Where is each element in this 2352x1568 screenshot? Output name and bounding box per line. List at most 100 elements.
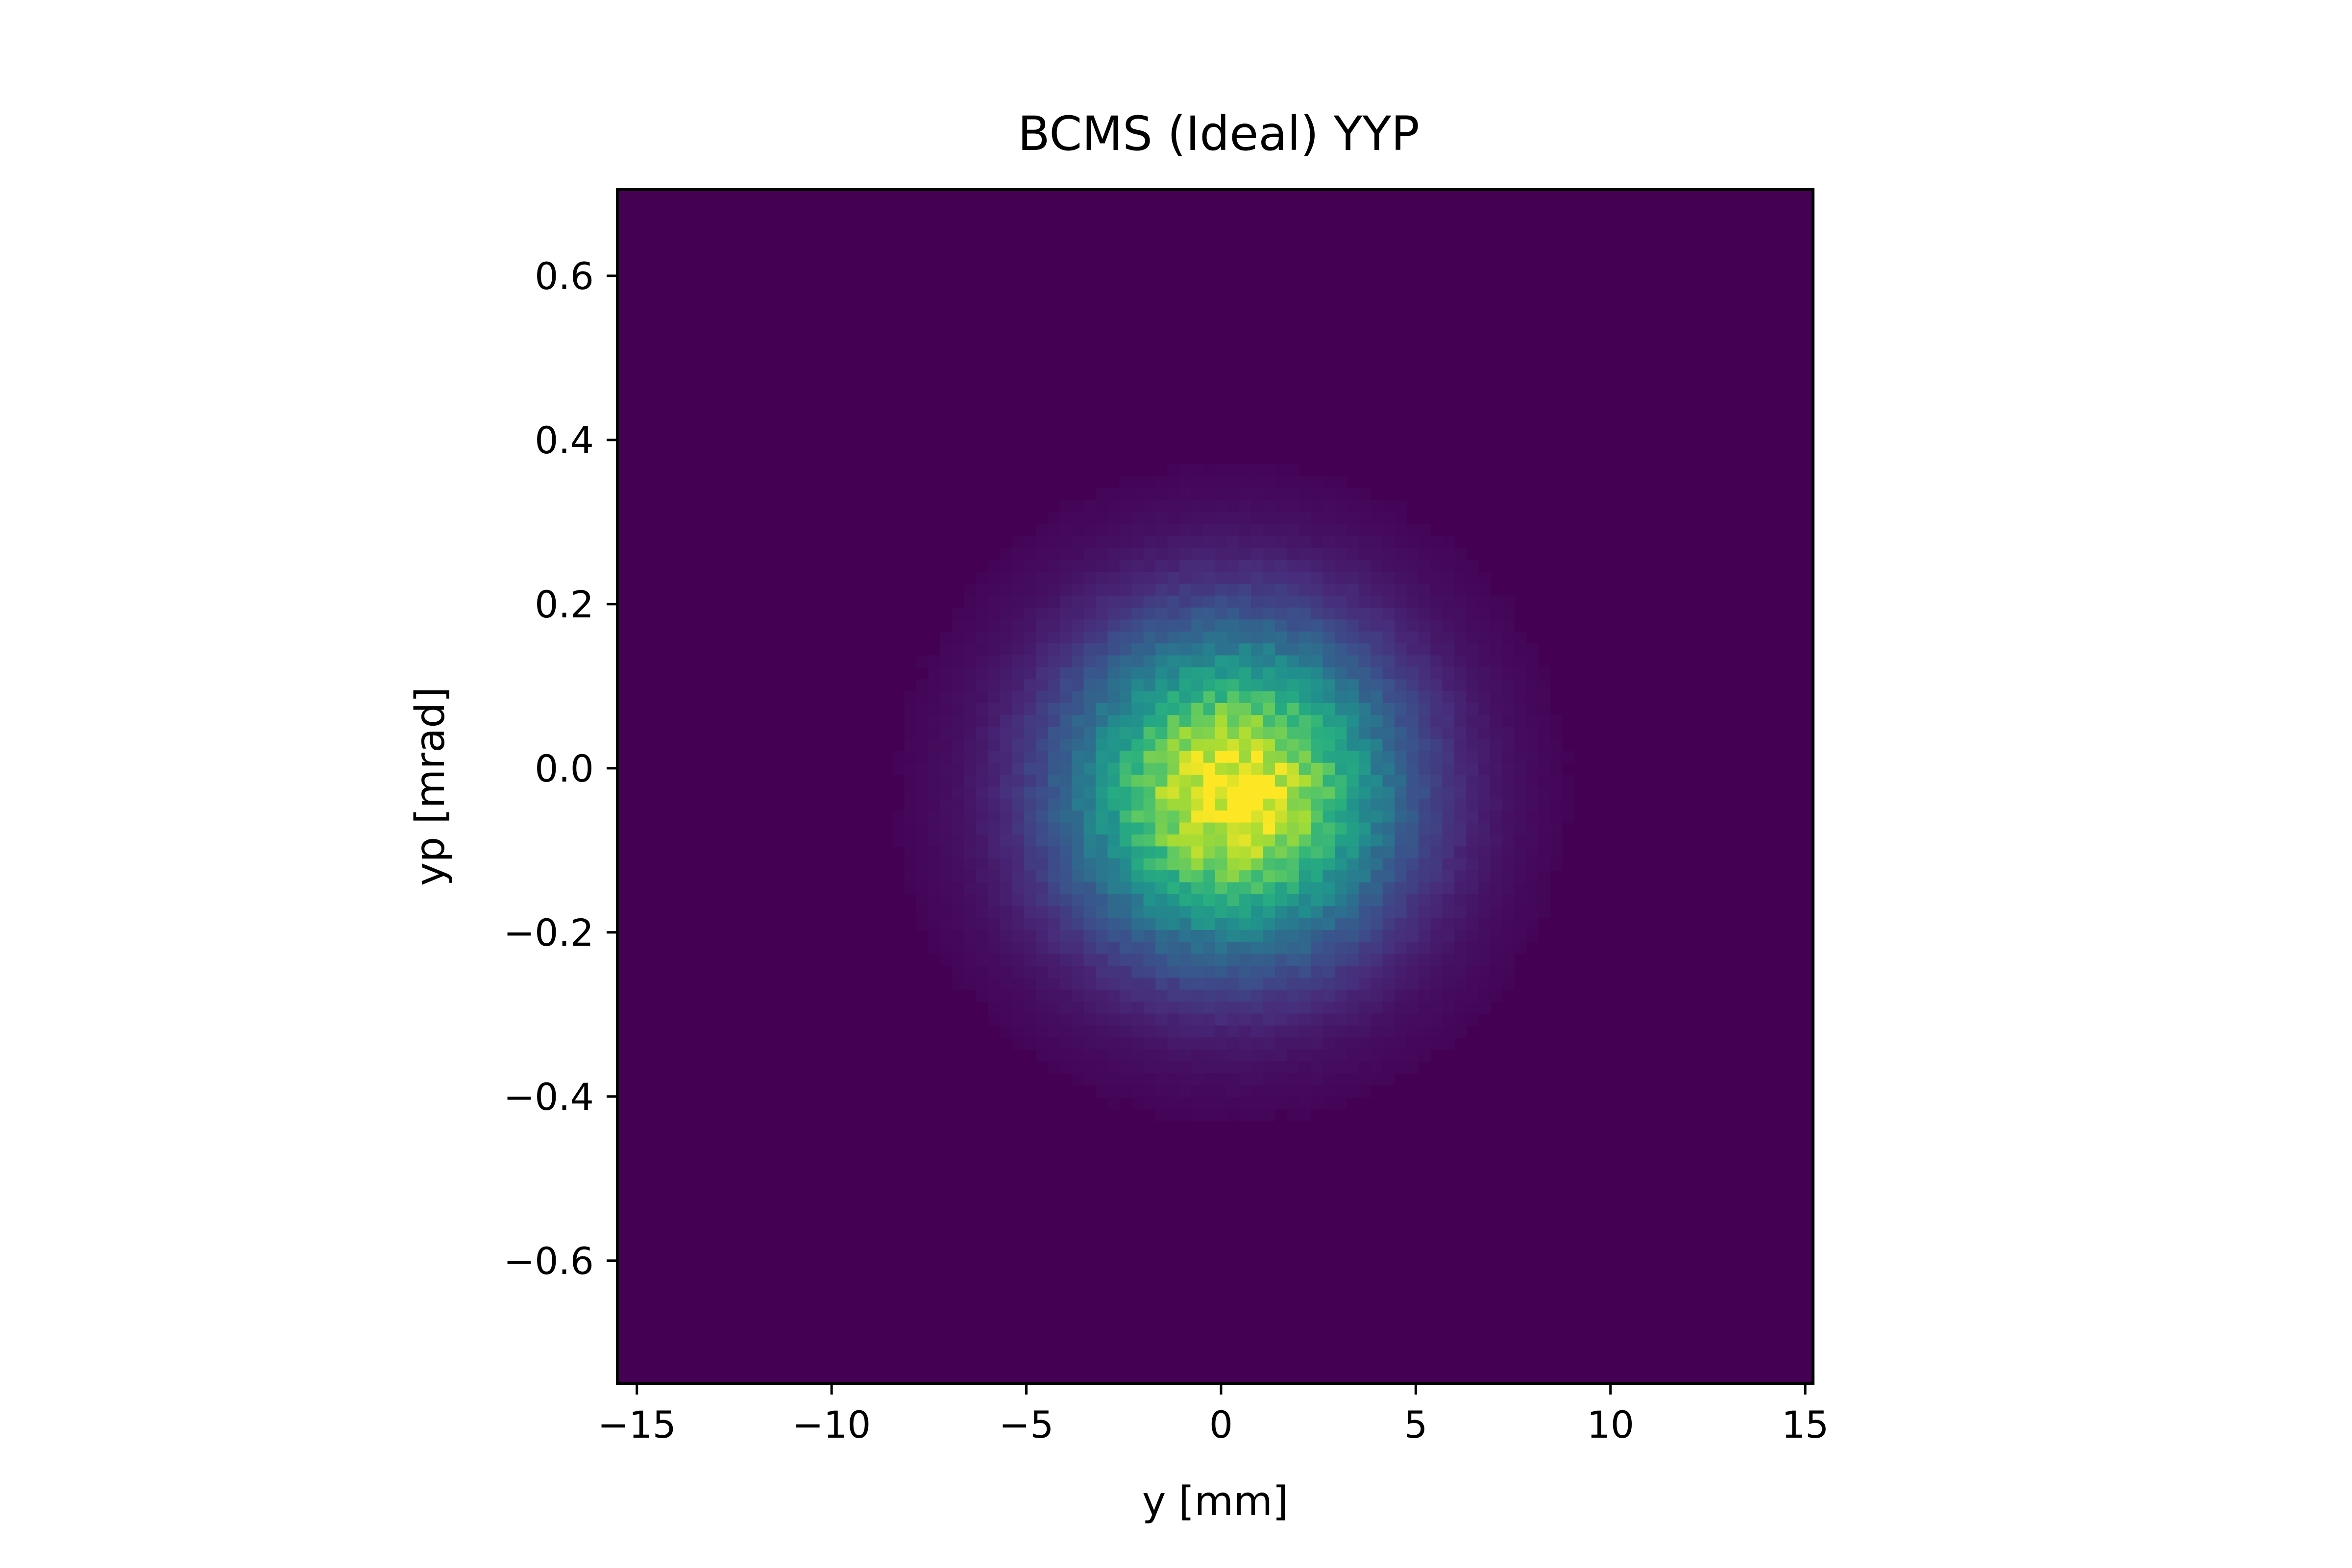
heatmap-cell: [1347, 798, 1359, 811]
heatmap-cell: [916, 786, 929, 799]
heatmap-cell: [988, 966, 1001, 979]
heatmap-cell: [1275, 619, 1288, 632]
heatmap-cell: [1227, 942, 1240, 955]
heatmap-cell: [1287, 846, 1299, 859]
heatmap-cell: [1059, 595, 1072, 608]
heatmap-cell: [1347, 560, 1359, 572]
heatmap-cell: [1335, 631, 1348, 644]
heatmap-cell: [1000, 882, 1012, 895]
heatmap-cell: [1406, 942, 1419, 955]
heatmap-cell: [1311, 679, 1323, 692]
heatmap-cell: [1012, 536, 1025, 548]
heatmap-cell: [1454, 834, 1467, 847]
heatmap-cell: [1335, 715, 1348, 728]
heatmap-cell: [1371, 1037, 1383, 1050]
heatmap-cell: [1072, 870, 1084, 883]
heatmap-cell: [1418, 548, 1431, 561]
heatmap-cell: [1395, 512, 1407, 525]
heatmap-cell: [1227, 858, 1240, 871]
heatmap-cell: [928, 846, 941, 859]
heatmap-cell: [1358, 512, 1371, 525]
heatmap-cell: [928, 930, 941, 943]
heatmap-cell: [1454, 930, 1467, 943]
heatmap-cell: [1263, 595, 1275, 608]
heatmap-cell: [1275, 870, 1288, 883]
heatmap-cell: [1418, 715, 1431, 728]
heatmap-cell: [1311, 894, 1323, 906]
heatmap-cell: [1395, 595, 1407, 608]
heatmap-cell: [1263, 942, 1275, 955]
heatmap-cell: [1048, 894, 1060, 906]
heatmap-cell: [1395, 1037, 1407, 1050]
heatmap-cell: [1191, 822, 1204, 835]
heatmap-cell: [1298, 655, 1311, 668]
heatmap-cell: [952, 727, 965, 739]
heatmap-cell: [1298, 1013, 1311, 1026]
heatmap-cell: [1239, 1002, 1251, 1014]
heatmap-cell: [928, 798, 941, 811]
heatmap-cell: [1083, 1073, 1096, 1086]
heatmap-cell: [1096, 595, 1108, 608]
heatmap-cell: [1311, 476, 1323, 489]
heatmap-cell: [964, 643, 977, 656]
heatmap-cell: [1239, 762, 1251, 775]
x-tick-label: 10: [1587, 1403, 1634, 1446]
heatmap-cell: [1048, 751, 1060, 763]
heatmap-cell: [1502, 619, 1515, 632]
heatmap-cell: [1167, 810, 1180, 823]
heatmap-cell: [1287, 882, 1299, 895]
heatmap-cell: [1107, 595, 1120, 608]
heatmap-cell: [1131, 1013, 1144, 1026]
heatmap-cell: [1167, 1097, 1180, 1110]
heatmap-cell: [1107, 918, 1120, 931]
heatmap-cell: [1024, 667, 1036, 680]
heatmap-cell: [904, 691, 917, 704]
heatmap-cell: [1538, 798, 1550, 811]
heatmap-cell: [1083, 739, 1096, 752]
heatmap-cell: [1358, 1061, 1371, 1074]
heatmap-cell: [1119, 942, 1132, 955]
heatmap-cell: [1155, 762, 1168, 775]
heatmap-cell: [1083, 775, 1096, 787]
heatmap-cell: [1107, 500, 1120, 513]
heatmap-cell: [1382, 619, 1395, 632]
heatmap-cell: [1000, 607, 1012, 620]
heatmap-cell: [1131, 930, 1144, 943]
heatmap-cell: [1371, 643, 1383, 656]
heatmap-cell: [1382, 691, 1395, 704]
heatmap-cell: [1395, 954, 1407, 966]
heatmap-cell: [976, 727, 989, 739]
heatmap-cell: [1239, 978, 1251, 990]
heatmap-cell: [1298, 679, 1311, 692]
heatmap-cell: [1395, 607, 1407, 620]
heatmap-cell: [1430, 870, 1443, 883]
heatmap-cell: [1335, 667, 1348, 680]
heatmap-cell: [1406, 1049, 1419, 1062]
heatmap-cell: [1418, 978, 1431, 990]
heatmap-cell: [1311, 595, 1323, 608]
heatmap-cell: [1167, 584, 1180, 596]
heatmap-cell: [1406, 655, 1419, 668]
heatmap-cell: [1096, 584, 1108, 596]
heatmap-cell: [1059, 739, 1072, 752]
heatmap-cell: [1442, 1037, 1455, 1050]
heatmap-cell: [1239, 1109, 1251, 1122]
heatmap-cell: [976, 715, 989, 728]
heatmap-cell: [952, 643, 965, 656]
heatmap-cell: [1179, 1025, 1192, 1038]
heatmap-cell: [1275, 786, 1288, 799]
heatmap-cell: [1036, 834, 1049, 847]
heatmap-cell: [1000, 906, 1012, 919]
heatmap-cell: [1083, 643, 1096, 656]
heatmap-cell: [1107, 810, 1120, 823]
heatmap-cell: [988, 1013, 1001, 1026]
heatmap-cell: [1251, 679, 1264, 692]
heatmap-cell: [1000, 775, 1012, 787]
heatmap-cell: [1442, 631, 1455, 644]
heatmap-cell: [1298, 1097, 1311, 1110]
heatmap-cell: [1179, 727, 1192, 739]
heatmap-cell: [1358, 607, 1371, 620]
heatmap-cell: [1442, 846, 1455, 859]
heatmap-cell: [1395, 751, 1407, 763]
heatmap-cell: [1454, 966, 1467, 979]
